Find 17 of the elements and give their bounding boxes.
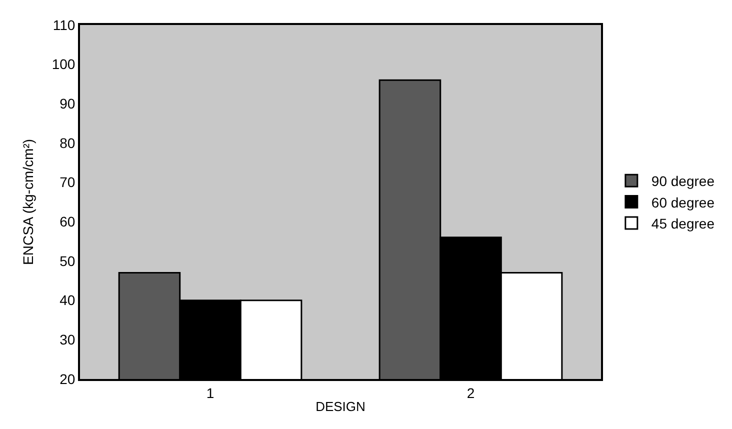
y-tick-label: 30 xyxy=(60,332,76,348)
y-tick-label: 90 xyxy=(60,96,76,112)
x-tick-label: 1 xyxy=(206,384,214,401)
y-tick-label: 80 xyxy=(60,134,76,151)
x-tick-label: 2 xyxy=(466,384,475,401)
legend-label: 45 degree xyxy=(651,215,715,232)
y-tick-label: 20 xyxy=(60,370,76,387)
legend-label: 90 degree xyxy=(651,173,715,190)
x-axis-title: DESIGN xyxy=(316,398,366,414)
y-tick-label: 60 xyxy=(60,214,76,230)
y-tick-label: 100 xyxy=(52,56,76,72)
y-tick-label: 40 xyxy=(60,292,76,308)
y-axis-title: ENCSA (kg-cm/cm²) xyxy=(20,139,36,265)
legend-label: 60 degree xyxy=(651,194,715,210)
y-tick-label: 110 xyxy=(52,16,76,33)
y-tick-label: 70 xyxy=(60,174,76,190)
y-tick-label: 50 xyxy=(60,252,76,269)
